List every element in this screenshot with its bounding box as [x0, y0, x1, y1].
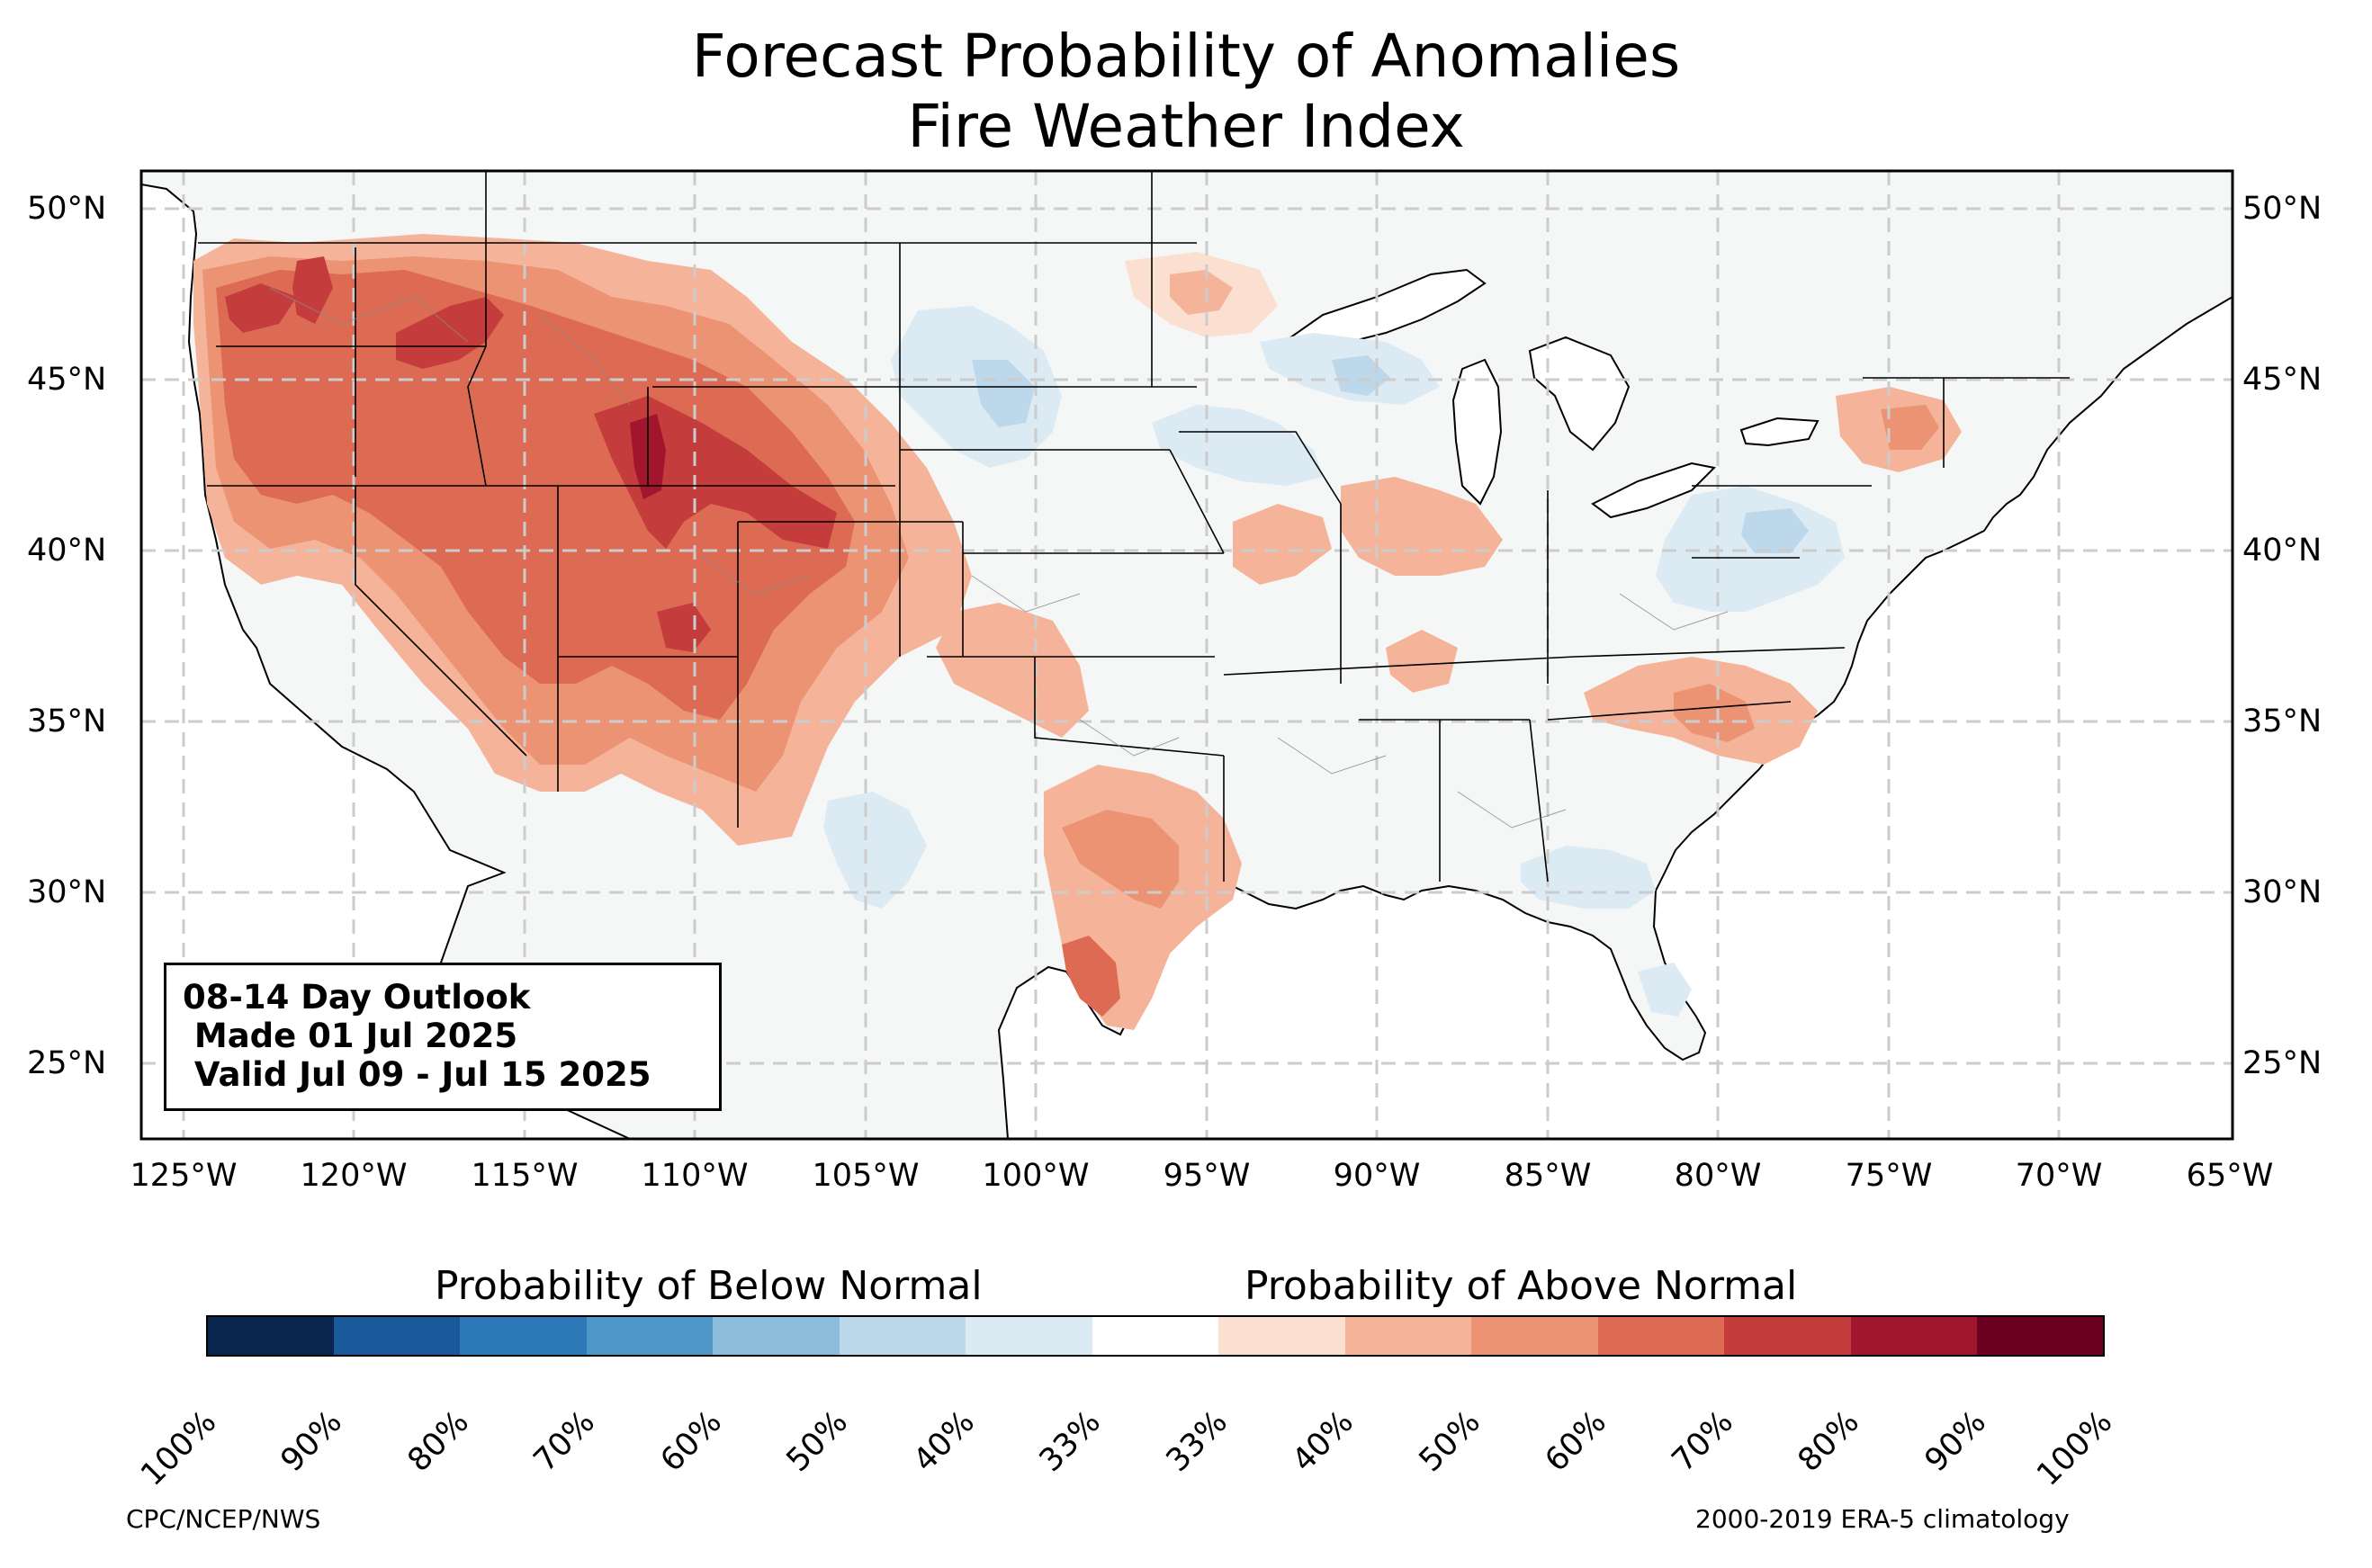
cb-swatch-13	[1851, 1316, 1978, 1356]
cb-swatch-2	[460, 1316, 587, 1356]
cb-swatch-12	[1724, 1316, 1851, 1356]
lon-label: 80°W	[1674, 1158, 1762, 1194]
lat-label-right: 30°N	[2242, 874, 2323, 910]
lake-erie	[1591, 461, 1717, 519]
map-title-line1: Forecast Probability of Anomalies	[691, 22, 1681, 91]
lat-label-left: 40°N	[27, 533, 107, 569]
outlook-info-box: 08-14 Day Outlook Made 01 Jul 2025 Valid…	[164, 963, 722, 1111]
lat-label-left: 30°N	[27, 874, 107, 910]
lon-label: 90°W	[1333, 1158, 1421, 1194]
lat-label-left: 50°N	[27, 191, 107, 227]
lake-ontario	[1739, 417, 1819, 447]
outlook-title: 08-14 Day Outlook	[183, 978, 531, 1017]
map-frame-content	[141, 171, 2233, 1139]
cb-swatch-10	[1471, 1316, 1598, 1356]
cb-swatch-6	[966, 1316, 1092, 1356]
lon-label: 70°W	[2015, 1158, 2103, 1194]
lon-label: 85°W	[1504, 1158, 1592, 1194]
lon-label: 65°W	[2186, 1158, 2274, 1194]
cb-swatch-1	[334, 1316, 461, 1356]
lon-label: 75°W	[1845, 1158, 1933, 1194]
lat-label-right: 35°N	[2242, 703, 2323, 739]
map-title-line2: Fire Weather Index	[907, 92, 1465, 161]
outlook-valid-range: Valid Jul 09 - Jul 15 2025	[183, 1055, 651, 1094]
outlook-made-date: Made 01 Jul 2025	[183, 1017, 518, 1055]
colorbar	[206, 1315, 2105, 1357]
state-borders	[198, 171, 2070, 883]
lat-label-right: 25°N	[2242, 1045, 2323, 1081]
credit-agency: CPC/NCEP/NWS	[126, 1504, 321, 1534]
lon-label: 120°W	[300, 1158, 408, 1194]
cb-swatch-0	[207, 1316, 334, 1356]
cb-swatch-8	[1218, 1316, 1345, 1356]
credit-climatology: 2000-2019 ERA-5 climatology	[1695, 1504, 2070, 1534]
lon-label: 125°W	[130, 1158, 238, 1194]
lat-label-left: 35°N	[27, 703, 107, 739]
lon-label: 95°W	[1163, 1158, 1251, 1194]
lat-label-right: 45°N	[2242, 362, 2323, 398]
cb-swatch-5	[840, 1316, 966, 1356]
cb-swatch-3	[587, 1316, 714, 1356]
lat-label-right: 40°N	[2242, 533, 2323, 569]
cb-swatch-4	[713, 1316, 840, 1356]
lat-label-left: 25°N	[27, 1045, 107, 1081]
lat-label-left: 45°N	[27, 362, 107, 398]
lon-label: 105°W	[812, 1158, 920, 1194]
lon-label: 110°W	[641, 1158, 749, 1194]
cb-swatch-14	[1977, 1316, 2104, 1356]
lake-huron	[1528, 336, 1631, 452]
lon-label: 115°W	[471, 1158, 579, 1194]
cb-swatch-11	[1598, 1316, 1725, 1356]
lake-michigan	[1451, 358, 1503, 506]
cb-swatch-7	[1092, 1316, 1219, 1356]
colorbar-above-title: Probability of Above Normal	[1244, 1263, 1798, 1309]
lon-label: 100°W	[982, 1158, 1090, 1194]
map-frame	[139, 169, 2234, 1141]
lat-label-right: 50°N	[2242, 191, 2323, 227]
cb-swatch-9	[1345, 1316, 1472, 1356]
county-lines	[269, 287, 1729, 829]
colorbar-below-title: Probability of Below Normal	[435, 1263, 983, 1309]
